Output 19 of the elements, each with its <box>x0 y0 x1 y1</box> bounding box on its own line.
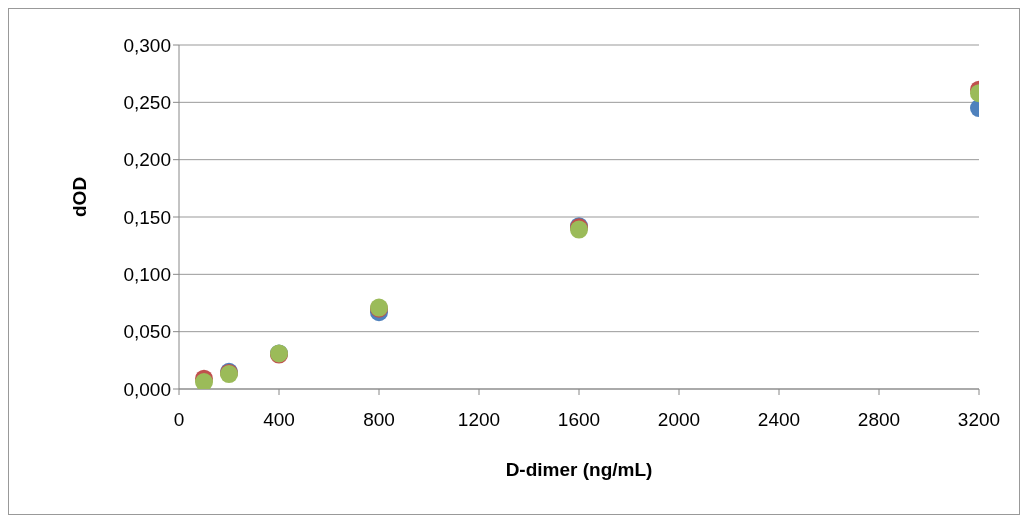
y-tick-label: 0,150 <box>123 206 171 228</box>
y-tick-label: 0,050 <box>123 321 171 343</box>
y-axis-title: dOD <box>68 176 90 217</box>
x-axis-title: D-dimer (ng/mL) <box>505 459 653 480</box>
y-tick-label: 0,300 <box>123 34 171 56</box>
x-tick-label: 2400 <box>757 409 801 431</box>
x-tick-label: 2000 <box>657 409 701 431</box>
x-tick-label: 800 <box>363 409 395 431</box>
x-tick-label: 1600 <box>557 409 601 431</box>
y-tick-label: 0,200 <box>123 149 171 171</box>
x-tick-label: 3200 <box>957 409 1001 431</box>
x-tick-label: 0 <box>173 409 185 431</box>
x-tick-label: 1200 <box>457 409 501 431</box>
y-tick-label: 0,000 <box>123 378 171 400</box>
point <box>195 373 213 389</box>
x-tick-label: 2800 <box>857 409 901 431</box>
y-tick-label: 0,100 <box>123 264 171 286</box>
x-tick-label: 400 <box>263 409 295 431</box>
y-tick-label: 0,250 <box>123 92 171 114</box>
